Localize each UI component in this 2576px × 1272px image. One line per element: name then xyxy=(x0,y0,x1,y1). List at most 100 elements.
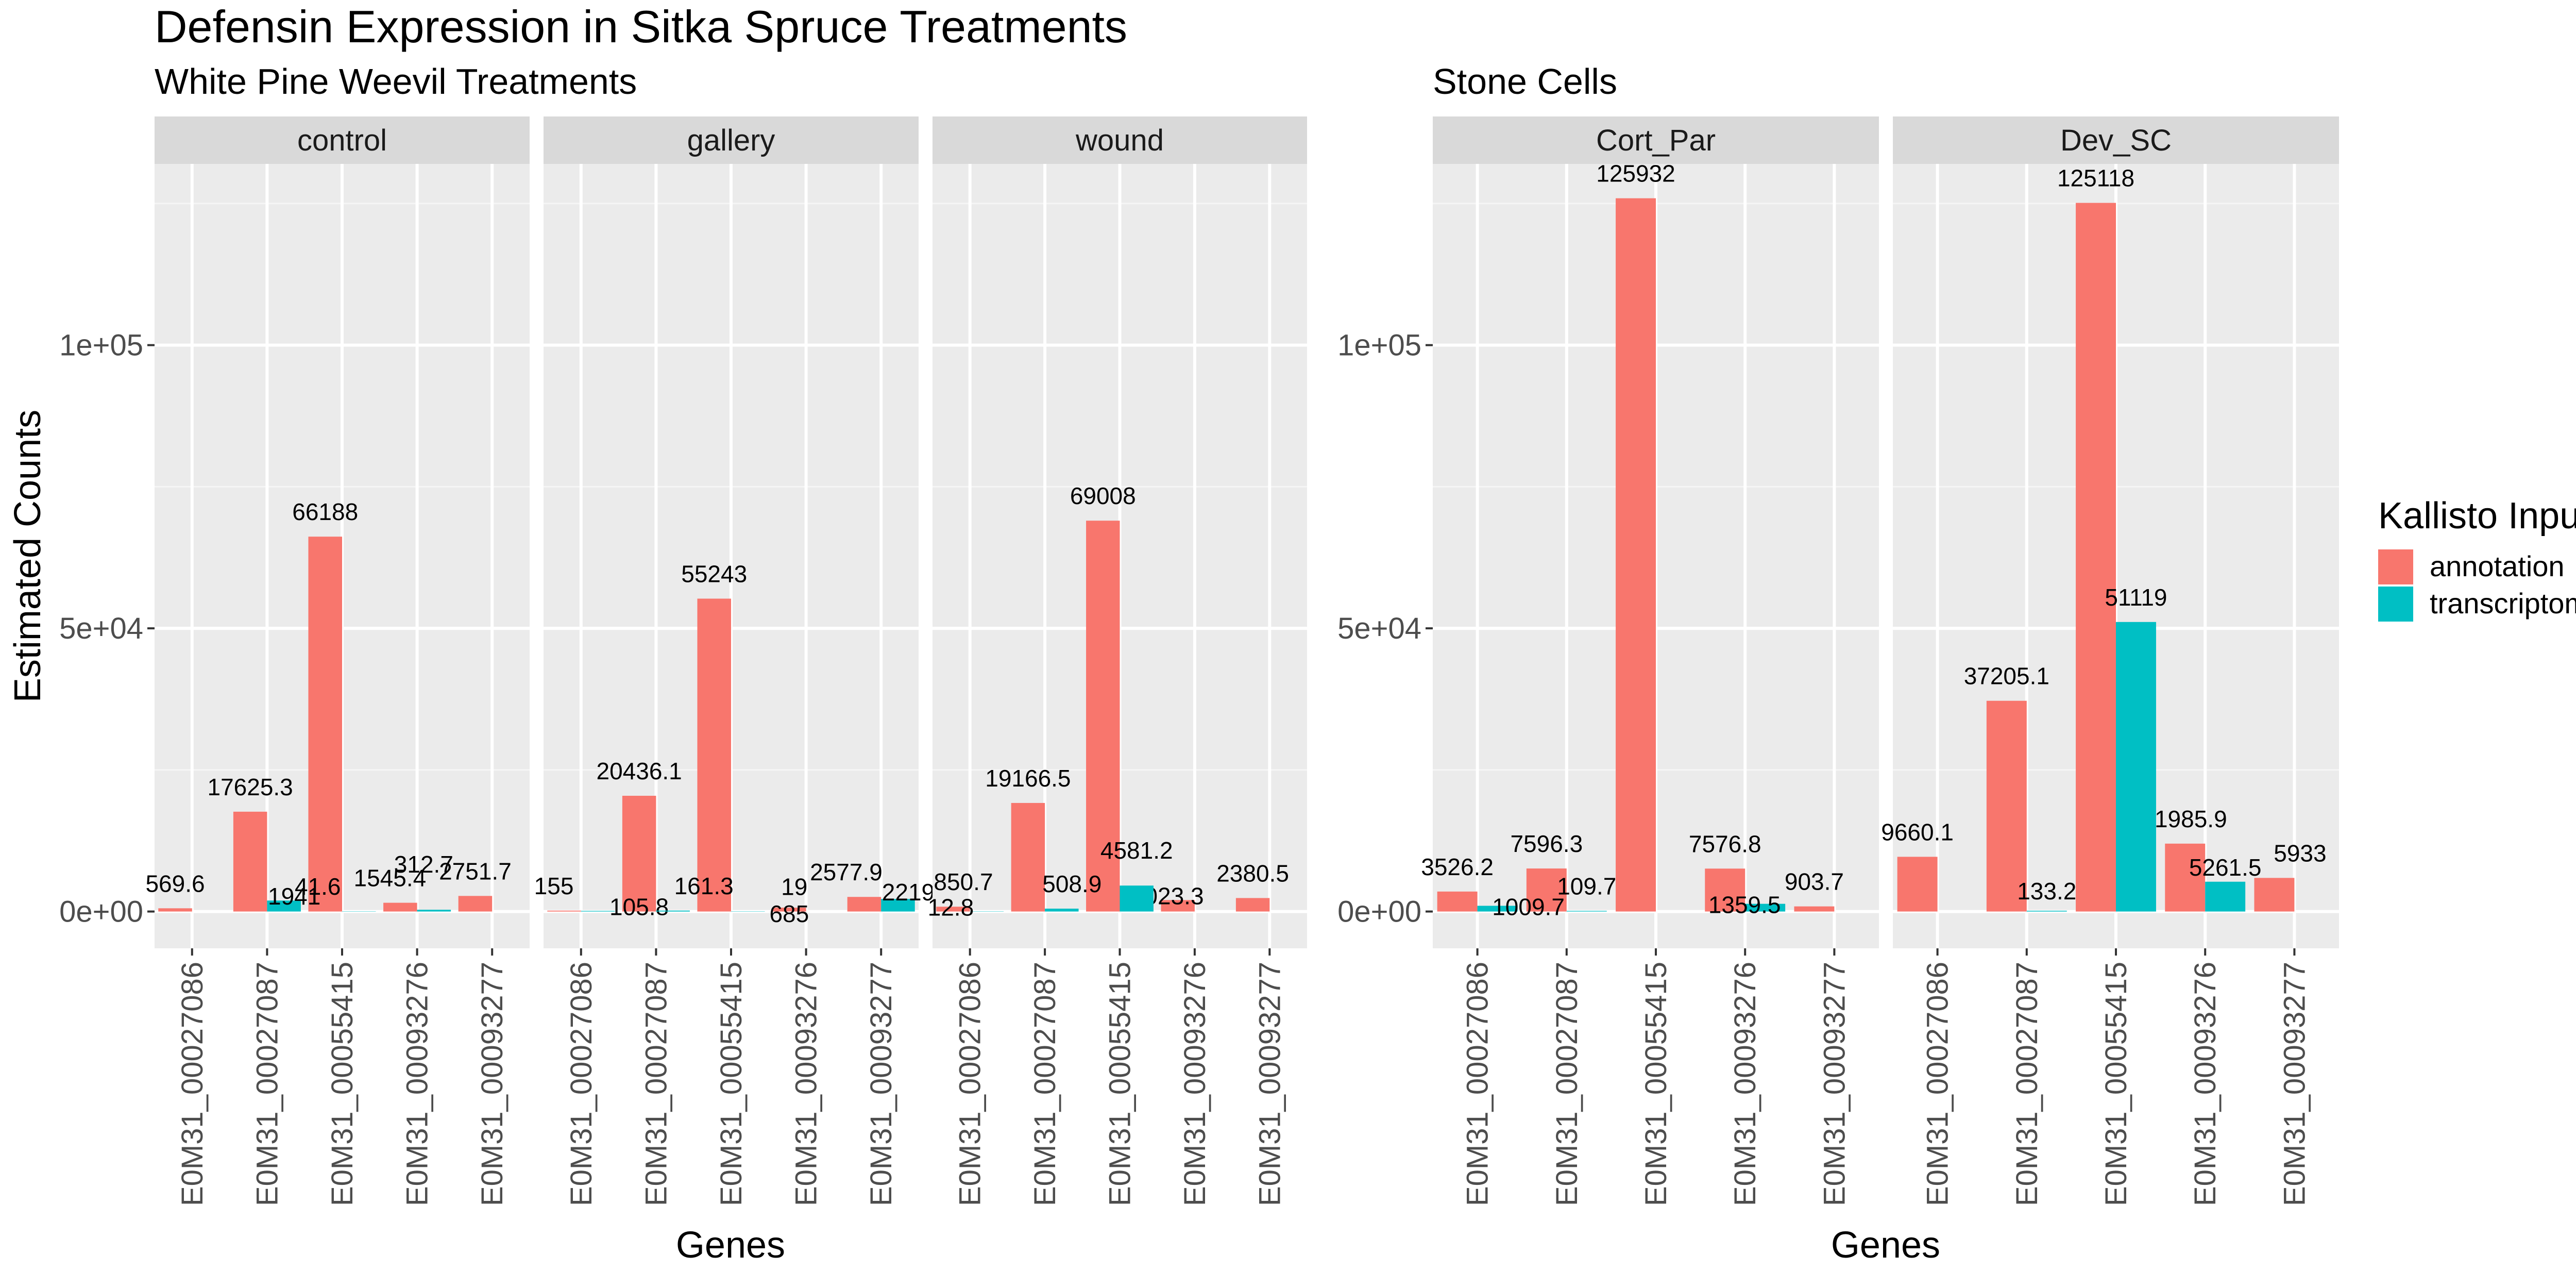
x-tick-label: E0M31_00027087 xyxy=(1028,962,1062,1206)
bar-transcriptome xyxy=(731,911,765,912)
data-label: 133.2 xyxy=(2017,878,2076,905)
x-tick-label: E0M31_00027087 xyxy=(250,962,284,1206)
data-label: 41.6 xyxy=(295,873,341,900)
data-label: 17625.3 xyxy=(207,774,293,800)
data-label: 7596.3 xyxy=(1510,830,1583,857)
bar-transcriptome xyxy=(342,911,376,912)
bar-annotation xyxy=(1437,891,1478,912)
data-label: 5261.5 xyxy=(2189,854,2262,881)
data-label: 109.7 xyxy=(1557,873,1616,899)
data-label: 2380.5 xyxy=(1216,860,1289,886)
legend-title: Kallisto Input xyxy=(2378,495,2576,537)
bar-transcriptome xyxy=(656,910,690,912)
bar-annotation xyxy=(158,908,192,912)
data-label: 312.7 xyxy=(394,851,453,878)
x-tick-label: E0M31_00055415 xyxy=(1639,962,1673,1206)
facet-strip-label: wound xyxy=(1075,124,1164,157)
bar-transcriptome xyxy=(2116,622,2156,912)
data-label: 1359.5 xyxy=(1708,892,1781,918)
data-label: 2751.7 xyxy=(439,858,512,884)
x-tick-label: E0M31_00055415 xyxy=(1104,962,1137,1206)
legend-key-annotation xyxy=(2378,549,2413,584)
bar-transcriptome xyxy=(1745,903,1786,912)
x-tick-label: E0M31_00027086 xyxy=(565,962,598,1206)
data-label: 155 xyxy=(534,873,574,899)
x-tick-label: E0M31_00093276 xyxy=(401,962,434,1206)
x-tick-label: E0M31_00027086 xyxy=(1461,962,1495,1206)
bar-annotation xyxy=(1161,900,1195,912)
bar-annotation xyxy=(233,811,267,912)
data-label: 51119 xyxy=(2105,584,2167,611)
x-tick-label: E0M31_00093276 xyxy=(1728,962,1762,1206)
bar-annotation xyxy=(847,897,882,912)
bar-annotation xyxy=(1705,868,1745,912)
y-axis-title: Estimated Counts xyxy=(7,410,48,702)
x-tick-label: E0M31_00055415 xyxy=(715,962,748,1206)
bar-transcriptome xyxy=(970,911,1004,912)
data-label: 903.7 xyxy=(1785,868,1844,895)
data-label: 37205.1 xyxy=(1964,663,2049,690)
data-label: 7576.8 xyxy=(1689,830,1761,857)
facet-strip-label: gallery xyxy=(687,124,775,157)
bar-annotation xyxy=(458,896,493,912)
facet-Cort_Par: Cort_Par 3526.2 7596.3 125932 7576.8 903.7 100… xyxy=(1421,116,1879,1206)
x-tick-label: E0M31_00093277 xyxy=(1253,962,1286,1206)
bar-transcriptome xyxy=(1477,906,1518,912)
legend-label-annotation: annotation xyxy=(2430,550,2565,582)
bar-annotation xyxy=(697,598,731,912)
legend-label-transcriptome: transcriptome xyxy=(2430,587,2576,620)
bar-annotation xyxy=(2165,843,2206,912)
data-label: 9660.1 xyxy=(1881,818,1954,845)
bar-annotation xyxy=(1526,868,1567,912)
facet-wound: wound850.719166.5690082023.32380.512.850… xyxy=(928,116,1307,1206)
data-label: 5933 xyxy=(2274,840,2326,866)
facet-strip xyxy=(933,116,1307,164)
y-tick-label: 5e+04 xyxy=(1337,612,1421,645)
bar-transcriptome xyxy=(267,900,301,912)
data-label: 12.8 xyxy=(928,894,974,920)
data-label: 2577.9 xyxy=(810,859,883,885)
facet-control: control 569.6 17625.3 66188 1545.4 2751.7 1941… xyxy=(145,116,530,1206)
panel-subtitle: White Pine Weevil Treatments xyxy=(155,61,637,102)
data-label: 19 xyxy=(781,873,807,900)
x-tick-label: E0M31_00027087 xyxy=(1550,962,1584,1206)
facet-strip-label: control xyxy=(297,124,387,157)
legend: Kallisto Input annotation transcriptome xyxy=(2378,495,2576,622)
x-tick-label: E0M31_00093276 xyxy=(790,962,823,1206)
x-tick-label: E0M31_00055415 xyxy=(2099,962,2133,1206)
y-tick-label: 1e+05 xyxy=(1337,329,1421,362)
x-axis-title: Genes xyxy=(676,1225,785,1266)
data-label: 685 xyxy=(769,900,809,927)
panels: White Pine Weevil Treatments 0e+00 5e+04 1e… xyxy=(7,61,2339,1266)
bar-transcriptome xyxy=(881,899,915,912)
data-label: 508.9 xyxy=(1042,871,1101,897)
bar-annotation xyxy=(1794,906,1835,912)
bar-annotation xyxy=(547,910,581,912)
facet-strip xyxy=(544,116,919,164)
data-label: 1545.4 xyxy=(353,865,426,892)
bar-annotation xyxy=(1616,198,1656,912)
panel-0: White Pine Weevil Treatments 0e+00 5e+04 1e… xyxy=(7,61,1307,1266)
x-tick-label: E0M31_00093276 xyxy=(1178,962,1212,1206)
legend-key-transcriptome xyxy=(2378,587,2413,622)
data-label: 161.3 xyxy=(674,873,734,899)
data-label: 55243 xyxy=(681,560,747,587)
data-label: 11985.9 xyxy=(2143,806,2227,832)
data-label: 125118 xyxy=(2057,165,2134,192)
x-tick-label: E0M31_00093276 xyxy=(2189,962,2222,1206)
facet-strip xyxy=(155,116,530,164)
data-label: 125932 xyxy=(1596,160,1675,187)
x-tick-label: E0M31_00093277 xyxy=(1818,962,1851,1206)
facet-strip xyxy=(1893,116,2339,164)
bar-annotation xyxy=(2076,203,2116,912)
data-label: 1009.7 xyxy=(1492,893,1565,920)
x-tick-label: E0M31_00055415 xyxy=(326,962,359,1206)
bar-annotation xyxy=(772,908,806,912)
panel-1: Stone Cells 0e+00 5e+04 1e+05 Genes Cort_Par 3… xyxy=(1337,61,2339,1266)
facet-strip-label: Cort_Par xyxy=(1596,124,1716,157)
x-tick-label: E0M31_00093277 xyxy=(865,962,898,1206)
data-label: 569.6 xyxy=(145,870,205,897)
bar-transcriptome xyxy=(2205,881,2246,912)
data-label: 105.8 xyxy=(609,893,669,920)
